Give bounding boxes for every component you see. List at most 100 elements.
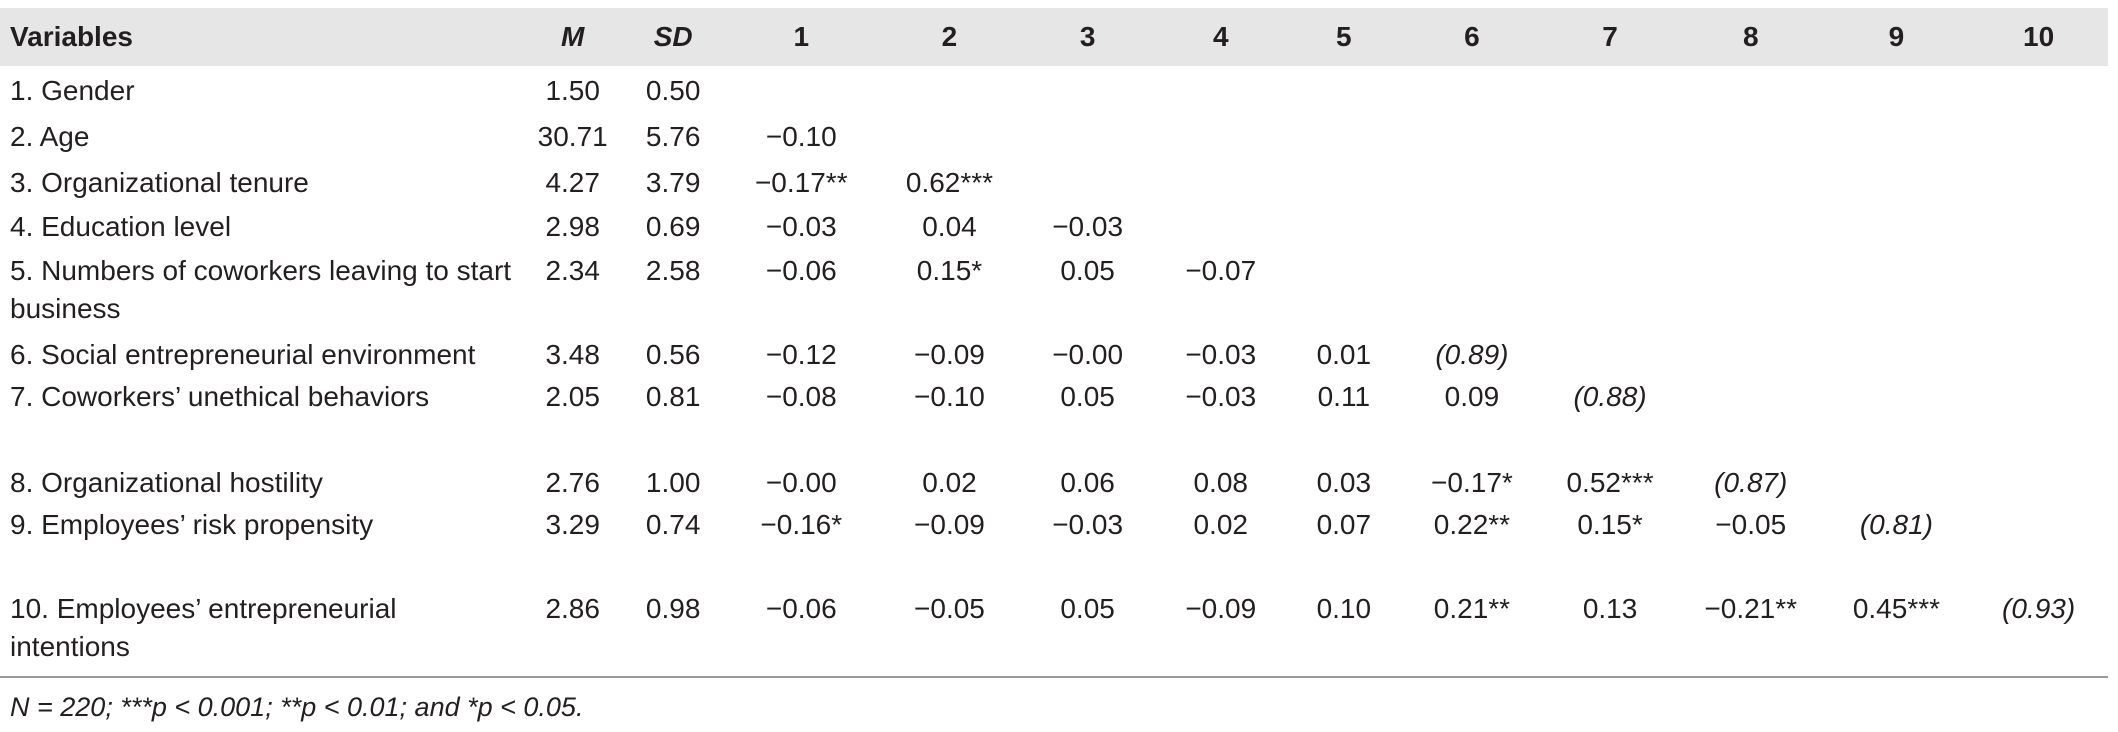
table-row: 9. Employees’ risk propensity 3.29 0.74 … <box>0 506 2108 590</box>
corr-cell <box>1678 252 1824 336</box>
corr-cell <box>1969 118 2108 164</box>
corr-cell <box>1542 252 1678 336</box>
corr-cell: −0.05 <box>1715 509 1787 540</box>
corr-cell <box>1286 164 1402 208</box>
table-footnote: N = 220; ***p < 0.001; **p < 0.01; and *… <box>10 692 584 722</box>
corr-cell <box>1402 252 1543 336</box>
corr-cell: −0.00 <box>765 467 837 498</box>
corr-cell: 0.06 <box>1060 467 1115 498</box>
header-col-8: 8 <box>1677 8 1824 66</box>
corr-cell: 0.21** <box>1401 590 1543 678</box>
corr-cell: −0.16* <box>760 509 843 540</box>
header-col-7: 7 <box>1542 8 1678 66</box>
table-row: 8. Organizational hostility 2.76 1.00 −0… <box>0 464 2108 506</box>
header-row: Variables M SD 1 2 3 4 5 6 7 8 9 10 <box>0 8 2108 66</box>
sd-cell: 0.98 <box>622 590 724 678</box>
mean-cell: 2.76 <box>545 467 600 498</box>
corr-cell: 0.01 <box>1316 339 1372 370</box>
corr-cell: 0.10 <box>1286 590 1402 678</box>
corr-cell <box>1824 164 1970 208</box>
table-row: 3. Organizational tenure 4.27 3.79 −0.17… <box>0 164 2108 208</box>
header-col-6: 6 <box>1401 8 1543 66</box>
corr-cell <box>879 118 1020 164</box>
corr-cell <box>1402 208 1543 252</box>
table-body: 1. Gender 1.50 0.50 2. Age 30.71 5.76 −0… <box>0 66 2108 678</box>
table-row: 6. Social entrepreneurial environment 3.… <box>0 336 2108 378</box>
corr-cell <box>1286 208 1402 252</box>
header-col-2: 2 <box>879 8 1020 66</box>
corr-cell: 0.45*** <box>1823 590 1970 678</box>
corr-cell <box>1155 164 1286 208</box>
table-header: Variables M SD 1 2 3 4 5 6 7 8 9 10 <box>0 8 2108 66</box>
corr-cell: −0.21** <box>1677 590 1824 678</box>
corr-cell <box>879 66 1020 118</box>
corr-cell: −0.07 <box>1185 255 1257 286</box>
corr-cell <box>1969 66 2108 118</box>
corr-cell: −0.06 <box>765 255 837 286</box>
corr-cell: −0.03 <box>1185 339 1257 370</box>
sd-cell: 1.00 <box>645 467 701 498</box>
mean-cell: 2.05 <box>545 381 600 412</box>
corr-cell: −0.17** <box>754 167 848 198</box>
corr-cell <box>1286 118 1402 164</box>
corr-cell <box>1542 66 1678 118</box>
corr-cell <box>1402 66 1543 118</box>
variable-name: 7. Coworkers’ unethical behaviors <box>10 381 430 412</box>
corr-cell <box>1969 378 2108 464</box>
corr-cell <box>1678 66 1824 118</box>
corr-cell <box>1969 506 2108 590</box>
corr-cell <box>1678 118 1824 164</box>
corr-cell: 0.04 <box>922 211 977 242</box>
corr-cell: 0.15* <box>916 255 983 286</box>
corr-cell: 0.52*** <box>1566 467 1654 498</box>
corr-cell <box>1824 118 1970 164</box>
corr-cell: 0.03 <box>1316 467 1372 498</box>
corr-cell: −0.06 <box>723 590 880 678</box>
sd-cell: 0.81 <box>645 381 701 412</box>
variable-name: 5. Numbers of coworkers leaving to start… <box>10 255 512 324</box>
corr-cell: −0.03 <box>1185 381 1257 412</box>
corr-cell <box>1402 118 1543 164</box>
corr-cell: −0.17* <box>1431 467 1513 498</box>
corr-cell <box>1542 208 1678 252</box>
corr-cell <box>1542 336 1678 378</box>
corr-cell <box>1678 336 1824 378</box>
corr-cell <box>1286 66 1402 118</box>
corr-cell <box>1969 464 2108 506</box>
header-variables: Variables <box>0 8 523 66</box>
corr-cell: 0.05 <box>1060 255 1115 286</box>
variable-name: 4. Education level <box>10 211 232 242</box>
corr-cell <box>1542 164 1678 208</box>
reliability-cell: (0.81) <box>1859 509 1933 540</box>
corr-cell <box>1969 208 2108 252</box>
corr-cell <box>1824 208 1970 252</box>
header-col-10: 10 <box>1969 8 2108 66</box>
reliability-cell: (0.88) <box>1573 381 1647 412</box>
corr-cell <box>1678 208 1824 252</box>
corr-cell: 0.22** <box>1433 509 1511 540</box>
sd-cell: 0.56 <box>645 339 701 370</box>
header-sd: SD <box>622 8 724 66</box>
variable-name: 9. Employees’ risk propensity <box>10 509 374 540</box>
header-col-4: 4 <box>1155 8 1287 66</box>
variable-name: 10. Employees’ entrepreneurial intention… <box>0 590 523 678</box>
table-row: 10. Employees’ entrepreneurial intention… <box>0 590 2108 678</box>
corr-cell <box>1155 66 1286 118</box>
reliability-cell: (0.93) <box>1969 590 2108 678</box>
correlation-table: Variables M SD 1 2 3 4 5 6 7 8 9 10 1. G… <box>0 8 2108 678</box>
corr-cell: −0.03 <box>765 211 837 242</box>
table-row: 4. Education level 2.98 0.69 −0.03 0.04 … <box>0 208 2108 252</box>
table-row: 7. Coworkers’ unethical behaviors 2.05 0… <box>0 378 2108 464</box>
corr-cell: 0.15* <box>1577 509 1643 540</box>
corr-cell: 0.02 <box>1193 509 1248 540</box>
header-col-9: 9 <box>1823 8 1970 66</box>
mean-cell: 1.50 <box>545 75 600 106</box>
variable-name: 2. Age <box>10 121 90 152</box>
corr-cell <box>1542 118 1678 164</box>
variable-name: 6. Social entrepreneurial environment <box>10 339 476 370</box>
corr-cell <box>1824 336 1970 378</box>
mean-cell: 2.98 <box>545 211 600 242</box>
corr-cell <box>1969 252 2108 336</box>
header-col-1: 1 <box>723 8 880 66</box>
